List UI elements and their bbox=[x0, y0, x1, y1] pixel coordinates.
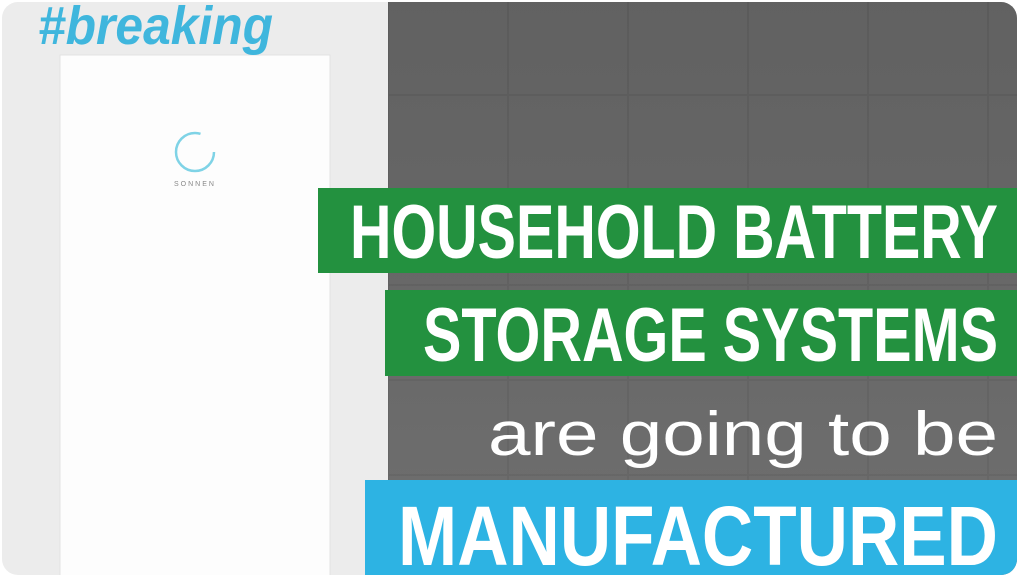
headline-line1: HOUSEHOLD BATTERY bbox=[350, 190, 998, 275]
graphic: SONNEN #breaking HOUSEHOLD BATTERY STORA… bbox=[0, 0, 1019, 577]
device-logo: SONNEN bbox=[174, 181, 216, 188]
hashtag: #breaking bbox=[38, 0, 273, 56]
page: SONNEN #breaking HOUSEHOLD BATTERY STORA… bbox=[0, 0, 1019, 577]
image-frame: SONNEN #breaking HOUSEHOLD BATTERY STORA… bbox=[0, 0, 1019, 577]
headline-line2: STORAGE SYSTEMS bbox=[423, 293, 998, 378]
headline-line4: MANUFACTURED bbox=[398, 489, 998, 577]
headline-line3: are going to be bbox=[488, 400, 998, 469]
